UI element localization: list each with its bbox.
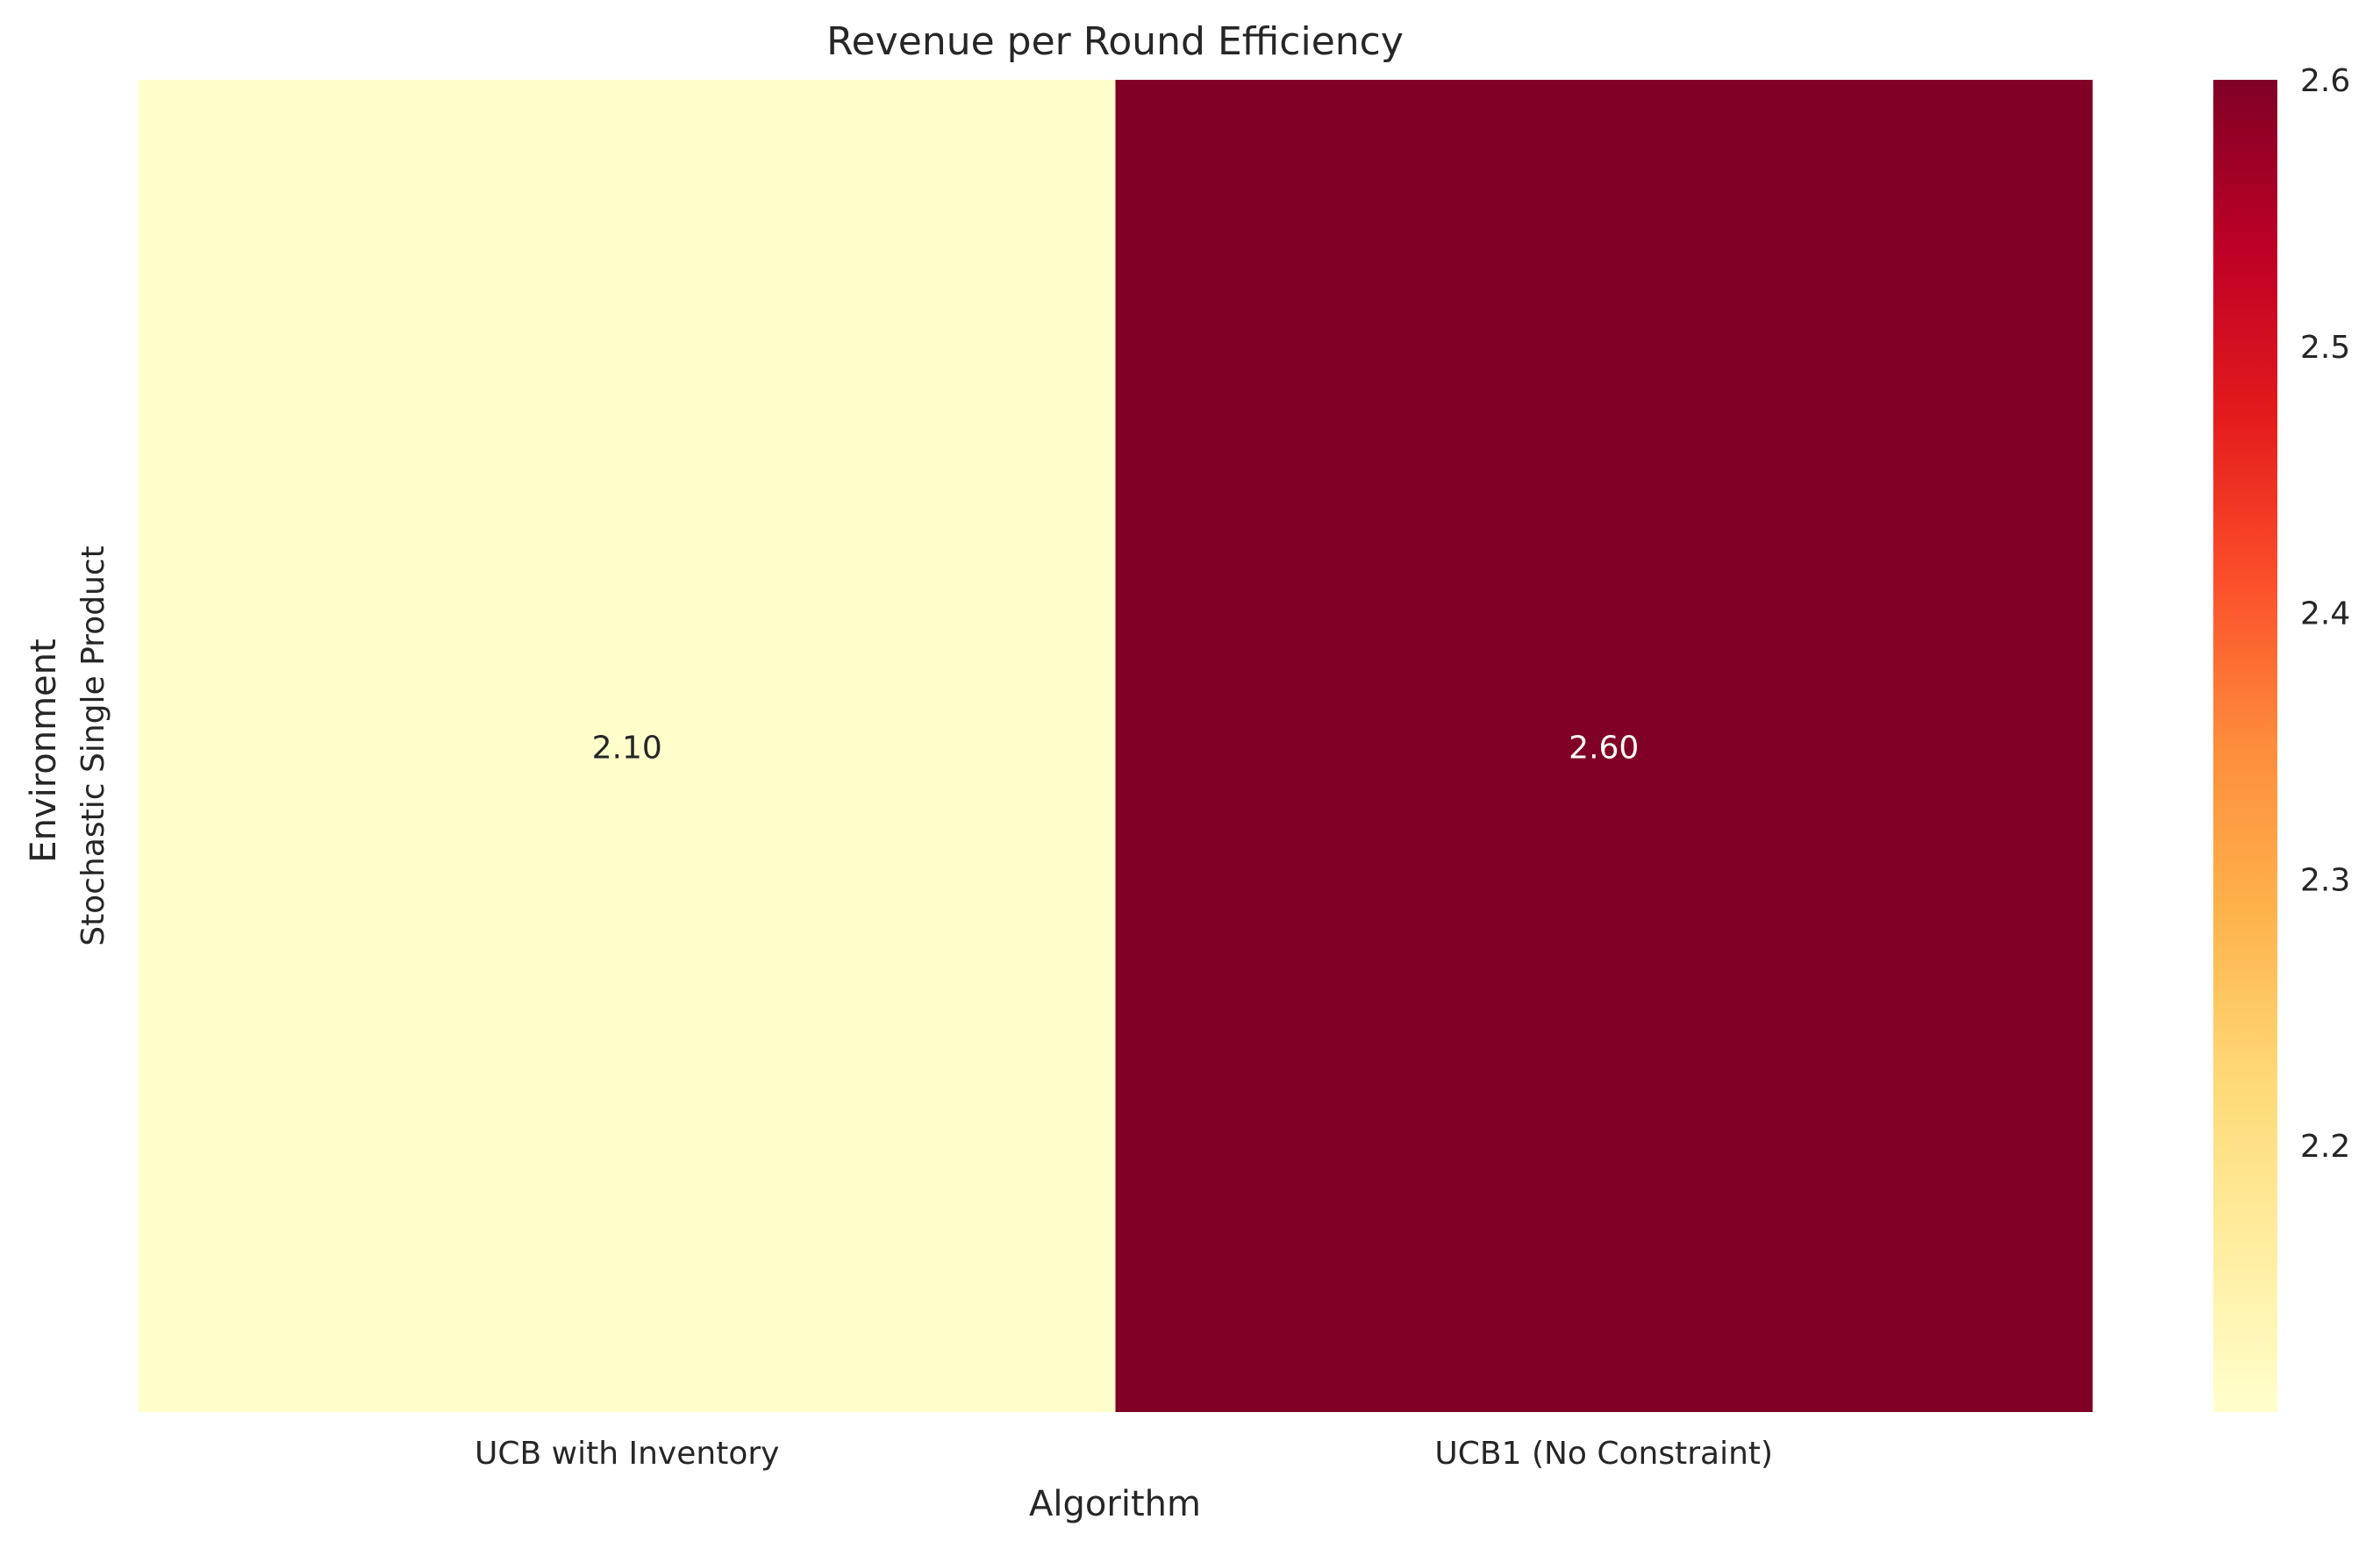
- y-axis-tick-labels: Stochastic Single Product: [75, 546, 111, 946]
- colorbar-tick-label: 2.6: [2300, 63, 2350, 99]
- heatmap-cell-labels: 2.10 2.60: [592, 731, 1640, 767]
- chart-title: Revenue per Round Efficiency: [826, 19, 1404, 64]
- heatmap-cell: [1115, 80, 2093, 1412]
- colorbar-tick-label: 2.5: [2300, 330, 2350, 366]
- colorbar-tick-label: 2.3: [2300, 862, 2350, 898]
- heatmap-cell: [139, 80, 1116, 1412]
- colorbar-tick-label: 2.2: [2300, 1129, 2350, 1165]
- colorbar-tick-labels: 2.2 2.3 2.4 2.5 2.6: [2300, 63, 2350, 1165]
- colorbar: [2213, 80, 2277, 1412]
- heatmap-cells: [139, 80, 2093, 1412]
- y-tick-label: Stochastic Single Product: [75, 546, 111, 946]
- x-tick-label: UCB1 (No Constraint): [1434, 1436, 1773, 1472]
- x-axis-tick-labels: UCB with Inventory UCB1 (No Constraint): [475, 1436, 1773, 1472]
- heatmap-cell-value: 2.10: [592, 731, 662, 767]
- y-axis-label: Environment: [24, 638, 64, 862]
- x-axis-label: Algorithm: [1029, 1484, 1201, 1524]
- x-tick-label: UCB with Inventory: [475, 1436, 779, 1472]
- colorbar-tick-label: 2.4: [2300, 596, 2350, 632]
- heatmap-cell-value: 2.60: [1569, 731, 1639, 767]
